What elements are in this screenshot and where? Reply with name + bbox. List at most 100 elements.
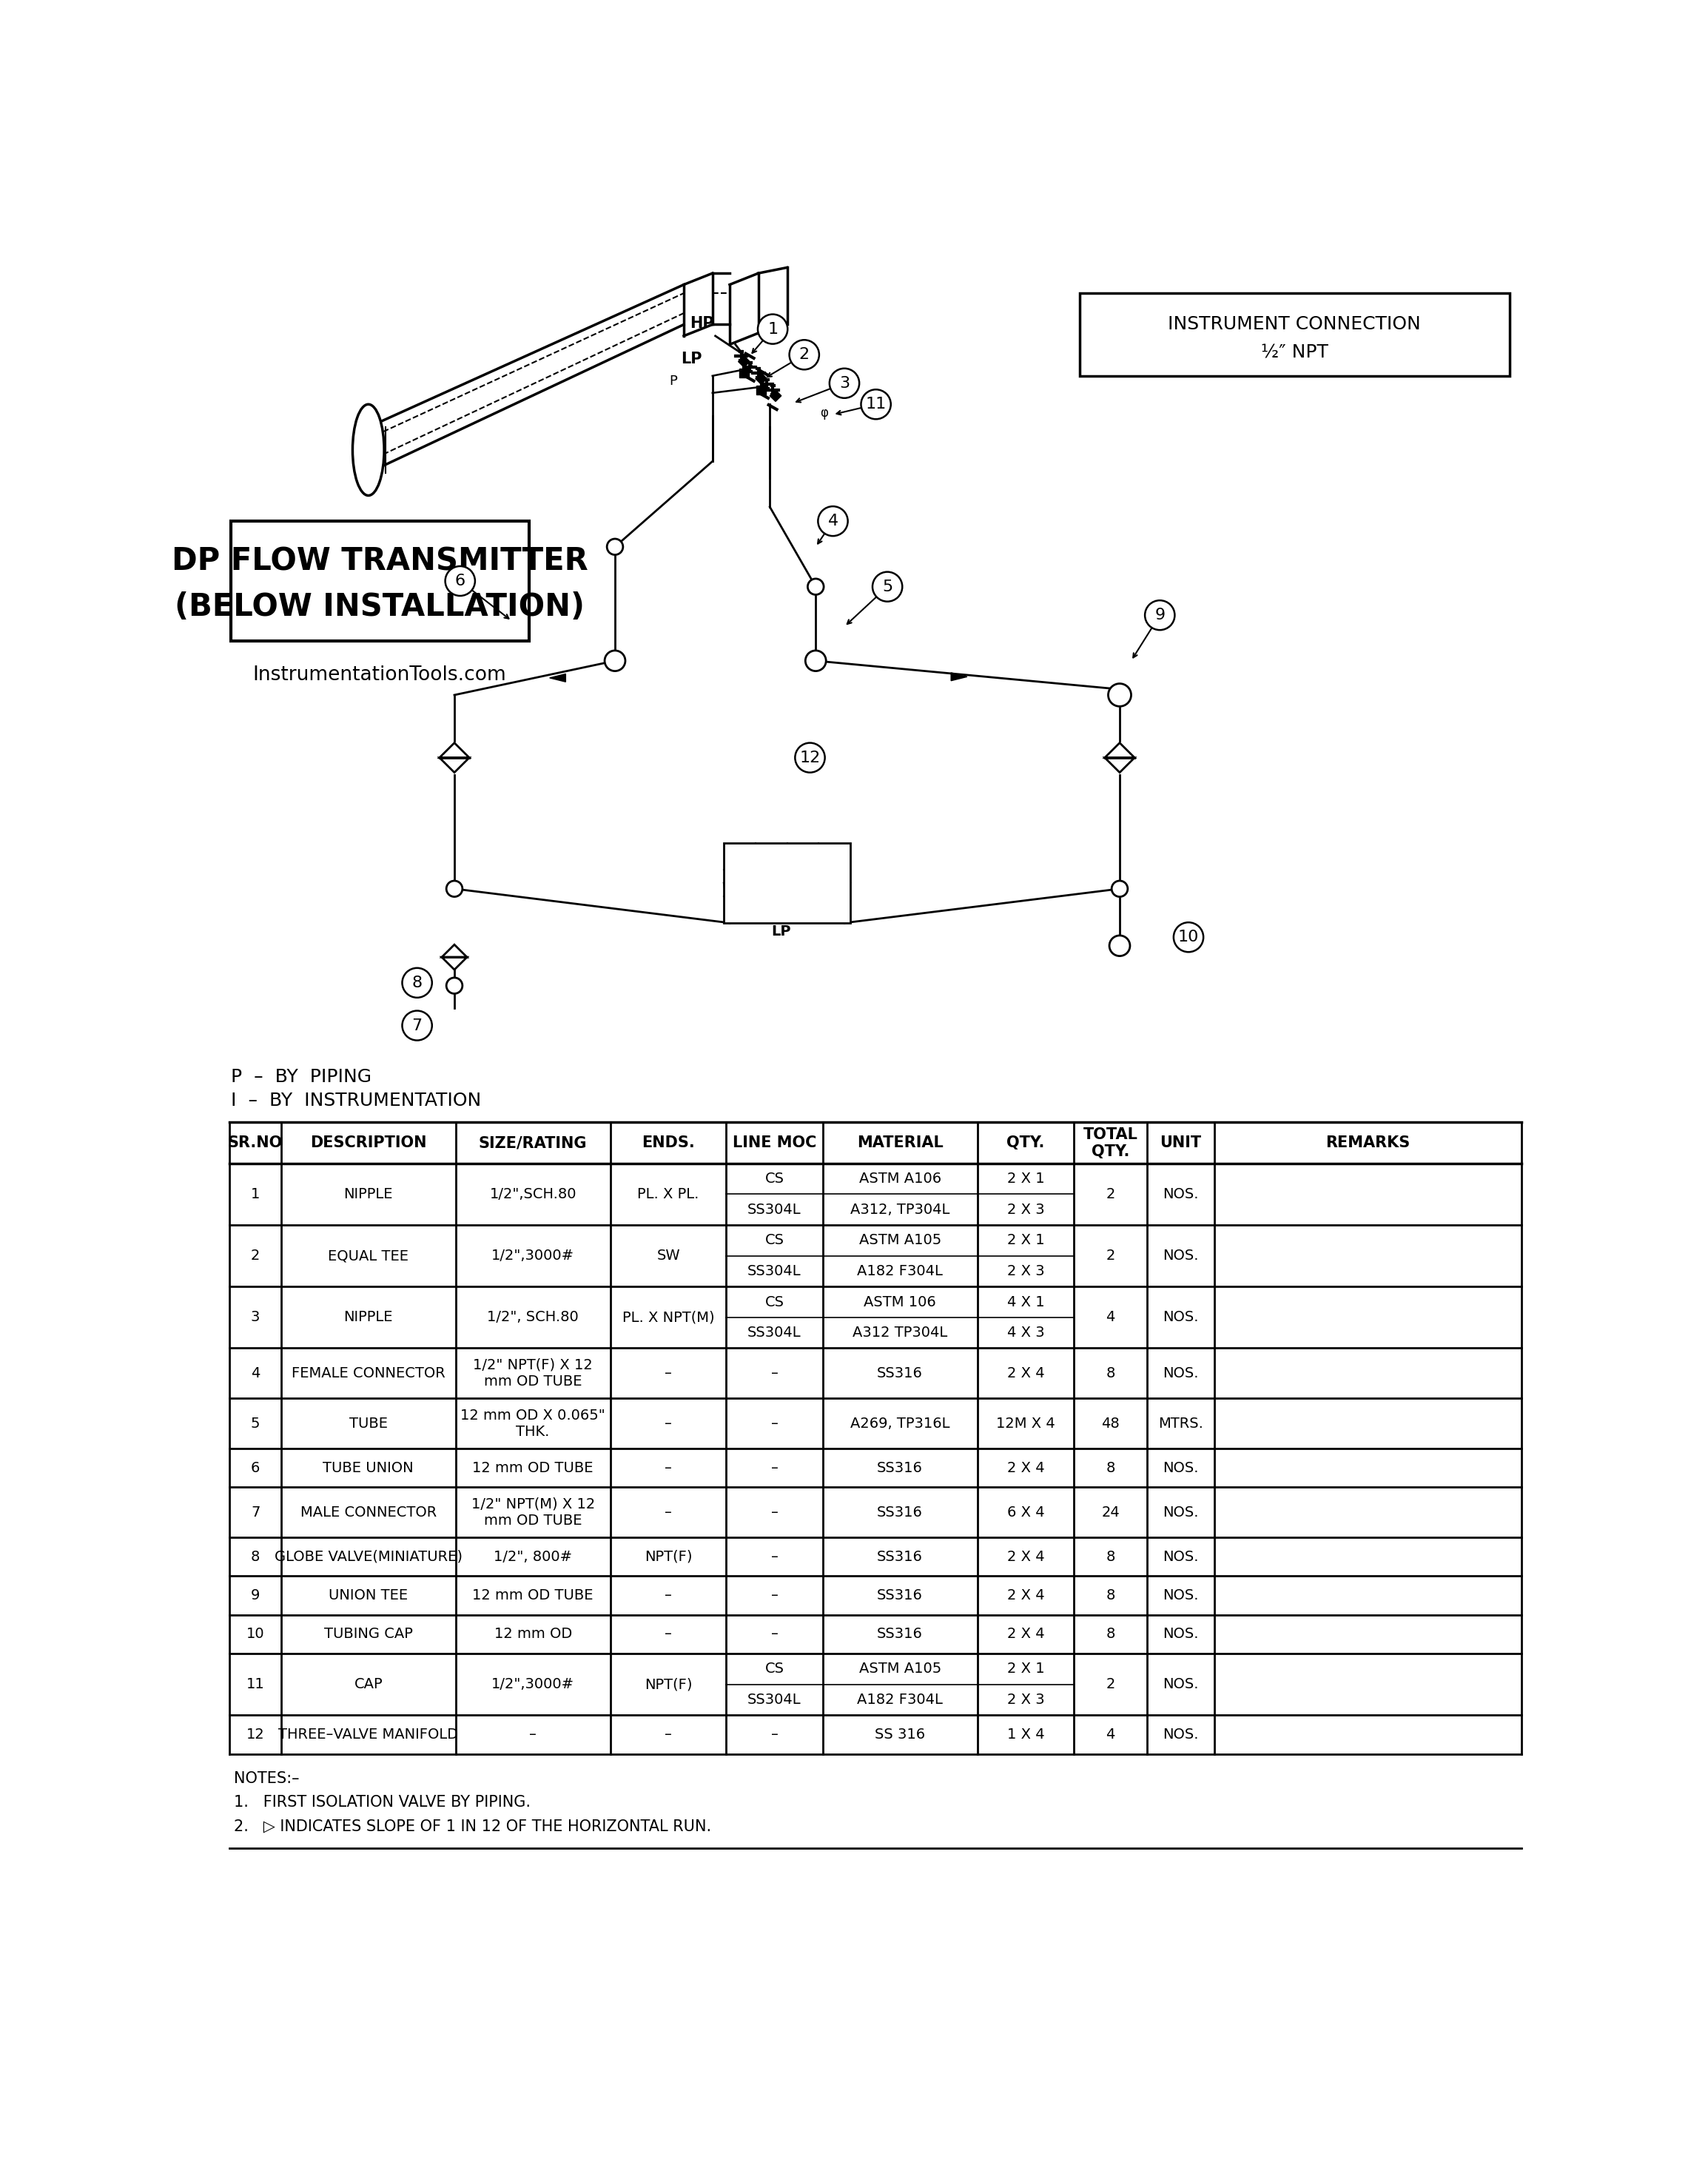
Text: –: – xyxy=(664,1416,671,1431)
Circle shape xyxy=(446,882,463,897)
Text: SIZE/RATING: SIZE/RATING xyxy=(478,1135,588,1150)
Text: –: – xyxy=(664,1728,671,1741)
Text: 8: 8 xyxy=(412,975,422,991)
Text: NIPPLE: NIPPLE xyxy=(343,1187,393,1202)
Text: A312 TP304L: A312 TP304L xyxy=(852,1327,948,1340)
Text: 2 X 1: 2 X 1 xyxy=(1008,1233,1044,1248)
Circle shape xyxy=(861,391,892,419)
Text: 1/2" NPT(F) X 12
mm OD TUBE: 1/2" NPT(F) X 12 mm OD TUBE xyxy=(473,1357,593,1388)
Text: NPT(F): NPT(F) xyxy=(644,1549,692,1564)
Text: ASTM A105: ASTM A105 xyxy=(859,1663,941,1676)
Text: 5: 5 xyxy=(881,578,893,594)
Text: HP: HP xyxy=(690,316,714,332)
Text: –: – xyxy=(770,1416,779,1431)
Text: 1/2",3000#: 1/2",3000# xyxy=(492,1678,574,1691)
Text: TOTAL
QTY.: TOTAL QTY. xyxy=(1083,1126,1138,1159)
Text: –: – xyxy=(664,1588,671,1602)
Text: 11: 11 xyxy=(246,1678,265,1691)
Text: CAP: CAP xyxy=(354,1678,383,1691)
Circle shape xyxy=(758,314,787,345)
Text: NOS.: NOS. xyxy=(1163,1311,1199,1324)
Text: SR.NO: SR.NO xyxy=(227,1135,284,1150)
Text: MTRS.: MTRS. xyxy=(1158,1416,1202,1431)
Text: 2 X 4: 2 X 4 xyxy=(1008,1366,1044,1381)
Text: ASTM A105: ASTM A105 xyxy=(859,1233,941,1248)
Text: –: – xyxy=(664,1506,671,1519)
Text: SS316: SS316 xyxy=(878,1460,922,1475)
Text: P  –  BY  PIPING: P – BY PIPING xyxy=(231,1067,371,1087)
Text: SS 316: SS 316 xyxy=(874,1728,926,1741)
Text: NOS.: NOS. xyxy=(1163,1549,1199,1564)
Text: CS: CS xyxy=(765,1233,784,1248)
Text: SS316: SS316 xyxy=(878,1588,922,1602)
Text: 4: 4 xyxy=(828,513,839,528)
Circle shape xyxy=(401,969,432,997)
Text: 10: 10 xyxy=(1179,930,1199,945)
Text: 1/2" NPT(M) X 12
mm OD TUBE: 1/2" NPT(M) X 12 mm OD TUBE xyxy=(471,1497,594,1527)
Text: 4: 4 xyxy=(1105,1311,1115,1324)
Text: 2 X 4: 2 X 4 xyxy=(1008,1460,1044,1475)
Text: 3: 3 xyxy=(839,375,849,391)
Text: (BELOW INSTALLATION): (BELOW INSTALLATION) xyxy=(174,591,584,622)
Text: SS316: SS316 xyxy=(878,1366,922,1381)
Text: 1/2",3000#: 1/2",3000# xyxy=(492,1248,574,1263)
Text: 4 X 1: 4 X 1 xyxy=(1008,1294,1044,1309)
Text: 2 X 4: 2 X 4 xyxy=(1008,1549,1044,1564)
Polygon shape xyxy=(1105,742,1134,757)
Text: 12M X 4: 12M X 4 xyxy=(996,1416,1056,1431)
Circle shape xyxy=(789,340,820,369)
Text: –: – xyxy=(770,1549,779,1564)
Circle shape xyxy=(446,565,475,596)
Text: SW: SW xyxy=(656,1248,680,1263)
Text: –: – xyxy=(664,1460,671,1475)
Text: 1/2", SCH.80: 1/2", SCH.80 xyxy=(487,1311,579,1324)
Circle shape xyxy=(606,539,623,554)
Text: NOS.: NOS. xyxy=(1163,1187,1199,1202)
Text: 2: 2 xyxy=(1105,1187,1115,1202)
Polygon shape xyxy=(738,356,750,367)
Text: 8: 8 xyxy=(1105,1628,1115,1641)
Text: CS: CS xyxy=(765,1172,784,1185)
Bar xyxy=(740,369,748,377)
Circle shape xyxy=(1112,882,1127,897)
Text: 7: 7 xyxy=(251,1506,260,1519)
Text: ½″ NPT: ½″ NPT xyxy=(1261,345,1329,362)
Text: 8: 8 xyxy=(251,1549,260,1564)
Circle shape xyxy=(818,506,847,537)
FancyBboxPatch shape xyxy=(231,521,529,642)
Text: –: – xyxy=(529,1728,536,1741)
Text: 2: 2 xyxy=(251,1248,260,1263)
Text: –: – xyxy=(770,1366,779,1381)
Text: NOTES:–: NOTES:– xyxy=(234,1772,299,1785)
Text: NPT(F): NPT(F) xyxy=(644,1678,692,1691)
Text: 6 X 4: 6 X 4 xyxy=(1008,1506,1044,1519)
Text: 1 X 4: 1 X 4 xyxy=(1008,1728,1044,1741)
Text: 8: 8 xyxy=(1105,1366,1115,1381)
Text: 2 X 3: 2 X 3 xyxy=(1008,1693,1044,1706)
Text: NOS.: NOS. xyxy=(1163,1506,1199,1519)
Text: LP: LP xyxy=(772,925,791,938)
Text: –: – xyxy=(770,1728,779,1741)
Text: 12: 12 xyxy=(799,751,820,766)
Text: P: P xyxy=(670,375,678,388)
Circle shape xyxy=(605,650,625,672)
Text: INSTRUMENT CONNECTION: INSTRUMENT CONNECTION xyxy=(1168,316,1421,334)
Polygon shape xyxy=(550,674,565,683)
FancyBboxPatch shape xyxy=(1079,292,1510,375)
Circle shape xyxy=(1144,600,1175,631)
Text: –: – xyxy=(770,1506,779,1519)
Text: A269, TP316L: A269, TP316L xyxy=(851,1416,950,1431)
Circle shape xyxy=(1110,936,1131,956)
Text: 2 X 1: 2 X 1 xyxy=(1008,1663,1044,1676)
Text: 1: 1 xyxy=(251,1187,260,1202)
Text: NOS.: NOS. xyxy=(1163,1628,1199,1641)
Text: φ: φ xyxy=(820,406,828,419)
Text: MALE CONNECTOR: MALE CONNECTOR xyxy=(301,1506,437,1519)
Text: 2 X 3: 2 X 3 xyxy=(1008,1263,1044,1279)
Text: SS304L: SS304L xyxy=(748,1327,801,1340)
Polygon shape xyxy=(951,672,967,681)
Text: 7: 7 xyxy=(412,1019,422,1032)
Text: ASTM A106: ASTM A106 xyxy=(859,1172,941,1185)
Text: TUBE: TUBE xyxy=(348,1416,388,1431)
Text: 2 X 1: 2 X 1 xyxy=(1008,1172,1044,1185)
